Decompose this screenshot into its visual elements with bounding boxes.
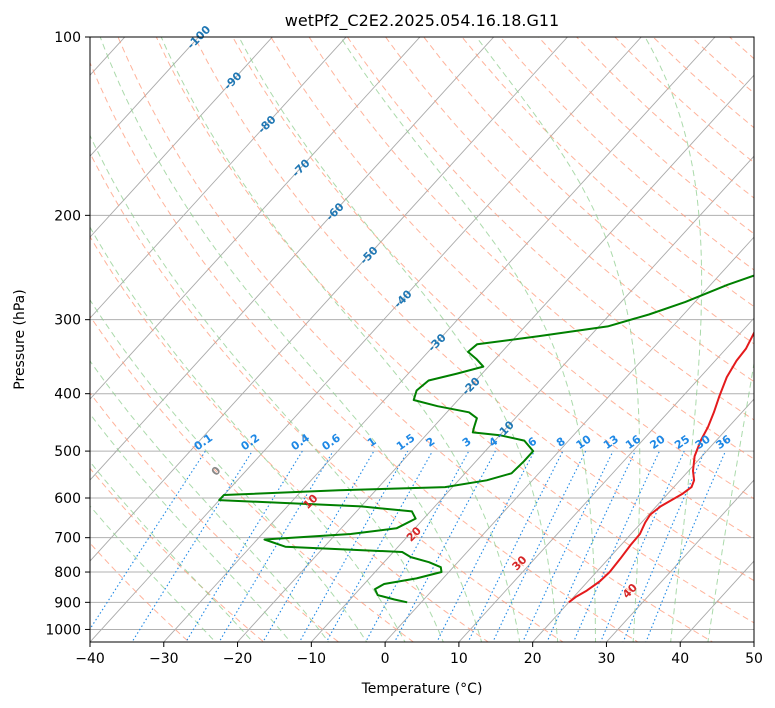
mixing-ratio-line [645, 450, 727, 642]
y-tick-label: 700 [54, 531, 81, 547]
dry-adiabat-line [270, 37, 754, 500]
mixing-ratio-line [600, 450, 685, 642]
y-tick-label: 200 [54, 208, 81, 224]
moist-adiabat-line [90, 134, 444, 642]
isotherm-line [163, 37, 716, 642]
mixing-ratio-line [622, 450, 706, 642]
moist-adiabat-line [340, 37, 596, 642]
isotherm-line [90, 37, 273, 238]
dry-adiabat-line [461, 37, 754, 308]
dewpoint-line [218, 274, 754, 604]
x-tick-label: −40 [75, 651, 105, 667]
y-tick-label: 400 [54, 387, 81, 403]
mixing-ratio-line [365, 450, 470, 642]
moist-adiabat-line [90, 299, 368, 642]
isotherm-line [90, 37, 200, 157]
profile-lines [218, 274, 754, 604]
moist-adiabat-line [90, 360, 330, 642]
moist-adiabat-line [99, 37, 483, 642]
isotherm-line [605, 479, 754, 642]
moist-adiabat-line [90, 226, 406, 642]
mixing-ratio-line [262, 450, 375, 642]
isotherm-line [90, 37, 495, 481]
x-tick-label: −10 [297, 651, 327, 667]
moist-adiabat-line [90, 461, 254, 642]
isotherm-line [90, 37, 569, 562]
isotherm-line [458, 317, 754, 642]
background-lines [0, 10, 754, 654]
mixing-ratio-line [572, 450, 660, 642]
mixing-ratio-line [325, 450, 433, 642]
isotherm-line [384, 236, 754, 642]
y-tick-label: 900 [54, 595, 81, 611]
mixing-ratio-line [492, 450, 587, 642]
y-tick-label: 500 [54, 444, 81, 460]
mixing-ratio-line [90, 450, 206, 631]
dry-adiabat-line [90, 467, 265, 642]
x-tick-label: −30 [149, 651, 179, 667]
chart-title: wetPf2_C2E2.2025.054.16.18.G11 [285, 11, 559, 31]
y-tick-label: 300 [54, 313, 81, 329]
x-tick-label: 40 [671, 651, 689, 667]
x-tick-label: −20 [223, 651, 253, 667]
isotherm-line [532, 398, 754, 642]
temperature-line [568, 330, 754, 604]
isotherm-line [236, 74, 754, 642]
y-tick-label: 800 [54, 565, 81, 581]
dry-adiabat-line [90, 235, 490, 642]
dry-adiabat-line [90, 315, 415, 642]
x-tick-label: 30 [598, 651, 616, 667]
y-tick-label: 1000 [45, 622, 81, 638]
dry-adiabat-line [308, 37, 754, 460]
mixing-ratio-line [218, 450, 334, 642]
dry-adiabat-line [232, 37, 754, 540]
y-axis-label: Pressure (hPa) [12, 289, 28, 389]
mixing-ratio-line [185, 450, 303, 642]
y-tick-label: 600 [54, 491, 81, 507]
moist-adiabat-line [707, 360, 754, 642]
mixing-ratio-line [522, 450, 614, 642]
dry-adiabat-line [90, 542, 190, 642]
moist-adiabat-line [644, 37, 703, 642]
moist-adiabat-line [475, 37, 641, 642]
mixing-ratio-line [394, 450, 496, 642]
isotherm-line [310, 155, 754, 642]
dry-adiabat-line [346, 37, 754, 421]
isotherm-line [90, 37, 347, 319]
x-tick-label: 10 [450, 651, 468, 667]
moist-adiabat-line [238, 37, 559, 642]
plot-frame [89, 36, 755, 643]
x-tick-label: 0 [381, 651, 390, 667]
x-tick-label: 50 [745, 651, 763, 667]
isotherm-line [90, 37, 642, 642]
x-tick-label: 20 [524, 651, 542, 667]
isotherm-line [0, 10, 2, 654]
axis-ticks: −40 −30 −20 −10 0 10 20 30 40 50 100 200 300 400 500 60… [45, 30, 763, 667]
moist-adiabat-line [160, 37, 521, 642]
isotherm-line [90, 37, 421, 400]
mixing-ratio-line [298, 450, 409, 642]
x-axis-label: Temperature (°C) [361, 681, 483, 697]
y-tick-label: 100 [54, 30, 81, 46]
moist-adiabat-line [90, 413, 292, 642]
dry-adiabat-line [117, 37, 714, 642]
